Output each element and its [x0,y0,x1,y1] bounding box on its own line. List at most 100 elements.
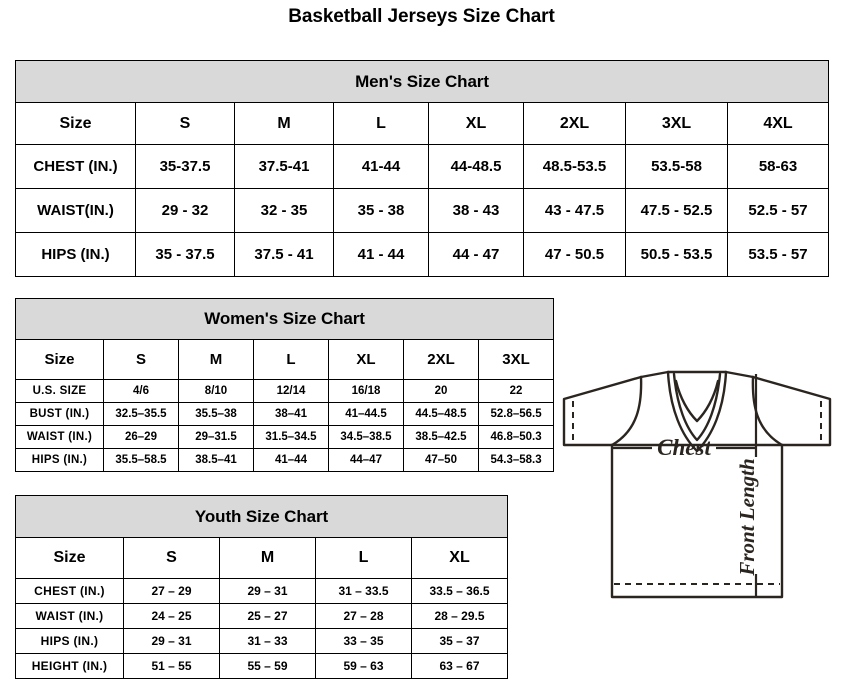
mens-col-header-size: Size [15,102,136,145]
womens-hips-m: 38.5–41 [178,448,254,472]
womens-caption-row: Women's Size Chart [14,298,555,340]
womens-hips-xl: 44–47 [328,448,404,472]
womens-waist-s: 26–29 [103,425,179,449]
womens-col-header-m: M [178,339,254,380]
womens-ussize-s: 4/6 [103,379,179,403]
mens-hips-s: 35 - 37.5 [135,232,235,277]
womens-ussize-xl: 16/18 [328,379,404,403]
womens-col-header-2xl: 2XL [403,339,479,380]
mens-waist-2xl: 43 - 47.5 [523,188,626,233]
womens-bust-2xl: 44.5–48.5 [403,402,479,426]
mens-waist-s: 29 - 32 [135,188,235,233]
table-row: HIPS (IN.) 35.5–58.5 38.5–41 41–44 44–47… [15,448,555,472]
womens-hips-l: 41–44 [253,448,329,472]
mens-chest-m: 37.5-41 [234,144,334,189]
mens-chest-3xl: 53.5-58 [625,144,728,189]
youth-height-xl: 63 – 67 [410,653,509,679]
right-armhole-icon [751,375,784,447]
youth-col-header-xl: XL [410,537,509,579]
youth-height-m: 55 – 59 [219,653,316,679]
womens-bust-l: 38–41 [253,402,329,426]
left-sleeve-icon [562,375,643,447]
womens-waist-xl: 34.5–38.5 [328,425,404,449]
womens-waist-3xl: 46.8–50.3 [477,425,555,449]
womens-ussize-2xl: 20 [403,379,479,403]
mens-row-label-waist: WAIST(IN.) [15,188,136,233]
womens-row-label-waist: WAIST (IN.) [15,425,104,449]
mens-waist-xl: 38 - 43 [428,188,524,233]
right-shoulder-seam-icon [724,370,755,379]
table-row: WAIST (IN.) 24 – 25 25 – 27 27 – 28 28 –… [15,603,509,629]
mens-hips-m: 37.5 - 41 [234,232,334,277]
mens-col-header-4xl: 4XL [726,102,830,145]
mens-col-header-3xl: 3XL [625,102,728,145]
mens-header-row: Size S M L XL 2XL 3XL 4XL [15,102,830,145]
chest-label: Chest [657,435,711,460]
table-row: HIPS (IN.) 29 – 31 31 – 33 33 – 35 35 – … [15,628,509,654]
womens-ussize-l: 12/14 [253,379,329,403]
mens-chest-l: 41-44 [333,144,429,189]
youth-chest-m: 29 – 31 [219,578,316,604]
womens-ussize-m: 8/10 [178,379,254,403]
womens-col-header-s: S [103,339,179,380]
youth-chest-xl: 33.5 – 36.5 [410,578,509,604]
youth-waist-m: 25 – 27 [219,603,316,629]
left-armhole-icon [610,375,643,447]
youth-col-header-l: L [315,537,412,579]
youth-caption-row: Youth Size Chart [14,495,509,538]
mens-hips-l: 41 - 44 [333,232,429,277]
womens-bust-m: 35.5–38 [178,402,254,426]
mens-hips-4xl: 53.5 - 57 [726,232,830,277]
jersey-illustration-svg: Chest Front Length [562,370,832,599]
page-title: Basketball Jerseys Size Chart [288,6,555,27]
womens-waist-l: 31.5–34.5 [253,425,329,449]
womens-col-header-size: Size [15,339,104,380]
table-row: CHEST (IN.) 27 – 29 29 – 31 31 – 33.5 33… [15,578,509,604]
mens-chest-s: 35-37.5 [135,144,235,189]
youth-waist-s: 24 – 25 [123,603,220,629]
womens-waist-m: 29–31.5 [178,425,254,449]
mens-hips-3xl: 50.5 - 53.5 [625,232,728,277]
womens-row-label-bust: BUST (IN.) [15,402,104,426]
table-row: HIPS (IN.) 35 - 37.5 37.5 - 41 41 - 44 4… [15,232,830,277]
womens-ussize-3xl: 22 [477,379,555,403]
womens-hips-3xl: 54.3–58.3 [477,448,555,472]
womens-size-chart-table: Women's Size Chart Size S M L XL 2XL 3XL… [14,298,555,472]
mens-waist-3xl: 47.5 - 52.5 [625,188,728,233]
mens-col-header-m: M [234,102,334,145]
mens-chest-4xl: 58-63 [726,144,830,189]
womens-bust-xl: 41–44.5 [328,402,404,426]
youth-hips-l: 33 – 35 [315,628,412,654]
table-row: BUST (IN.) 32.5–35.5 35.5–38 38–41 41–44… [15,402,555,426]
table-row: WAIST (IN.) 26–29 29–31.5 31.5–34.5 34.5… [15,425,555,449]
womens-table-caption: Women's Size Chart [14,298,555,340]
youth-hips-xl: 35 – 37 [410,628,509,654]
jersey-measurement-diagram: Chest Front Length [556,352,841,652]
youth-size-chart-table: Youth Size Chart Size S M L XL CHEST (IN… [14,495,509,679]
mens-size-chart-table: Men's Size Chart Size S M L XL 2XL 3XL 4… [14,60,830,277]
table-row: WAIST(IN.) 29 - 32 32 - 35 35 - 38 38 - … [15,188,830,233]
mens-row-label-hips: HIPS (IN.) [15,232,136,277]
cuff-dashed-group [572,401,822,585]
youth-row-label-hips: HIPS (IN.) [15,628,124,654]
vneck-inner-icon [674,379,720,423]
womens-col-header-l: L [253,339,329,380]
youth-chest-l: 31 – 33.5 [315,578,412,604]
mens-col-header-2xl: 2XL [523,102,626,145]
jersey-body-icon [610,443,784,599]
table-row: HEIGHT (IN.) 51 – 55 55 – 59 59 – 63 63 … [15,653,509,679]
mens-caption-row: Men's Size Chart [14,60,830,103]
mens-table-caption: Men's Size Chart [14,60,830,103]
womens-waist-2xl: 38.5–42.5 [403,425,479,449]
vneck-outer-icon [666,370,728,453]
mens-row-label-chest: CHEST (IN.) [15,144,136,189]
mens-waist-l: 35 - 38 [333,188,429,233]
mens-chest-xl: 44-48.5 [428,144,524,189]
youth-height-s: 51 – 55 [123,653,220,679]
youth-row-label-chest: CHEST (IN.) [15,578,124,604]
mens-chest-2xl: 48.5-53.5 [523,144,626,189]
youth-header-row: Size S M L XL [15,537,509,579]
womens-col-header-3xl: 3XL [477,339,555,380]
womens-hips-2xl: 47–50 [403,448,479,472]
mens-hips-2xl: 47 - 50.5 [523,232,626,277]
